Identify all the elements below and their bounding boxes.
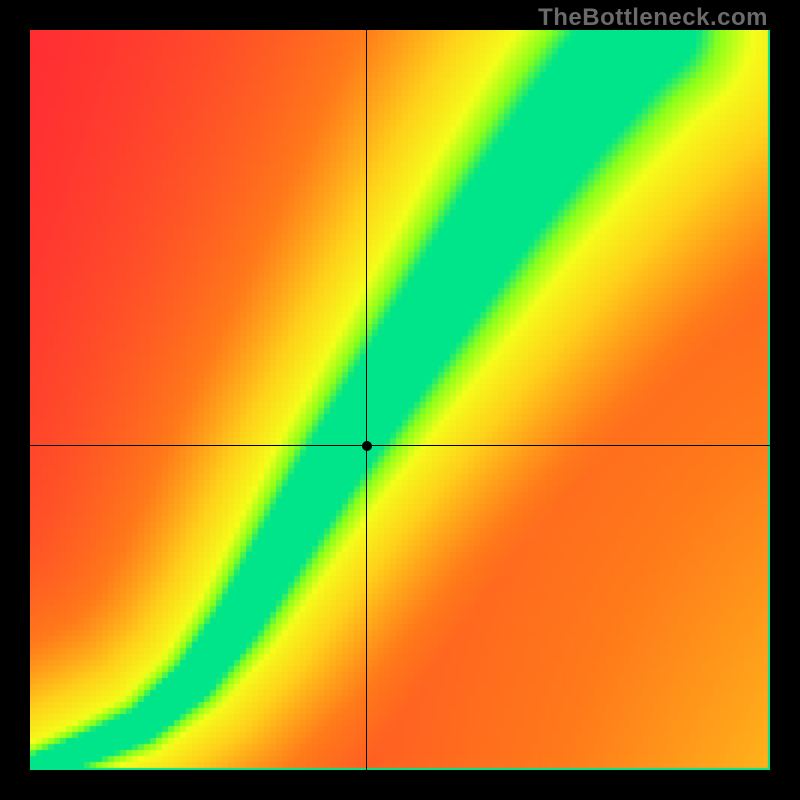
crosshair-vertical — [366, 30, 367, 770]
watermark-label: TheBottleneck.com — [538, 4, 768, 32]
heatmap-canvas — [30, 30, 770, 770]
crosshair-marker — [362, 441, 372, 451]
heatmap-plot — [30, 30, 770, 770]
crosshair-horizontal — [30, 445, 770, 446]
